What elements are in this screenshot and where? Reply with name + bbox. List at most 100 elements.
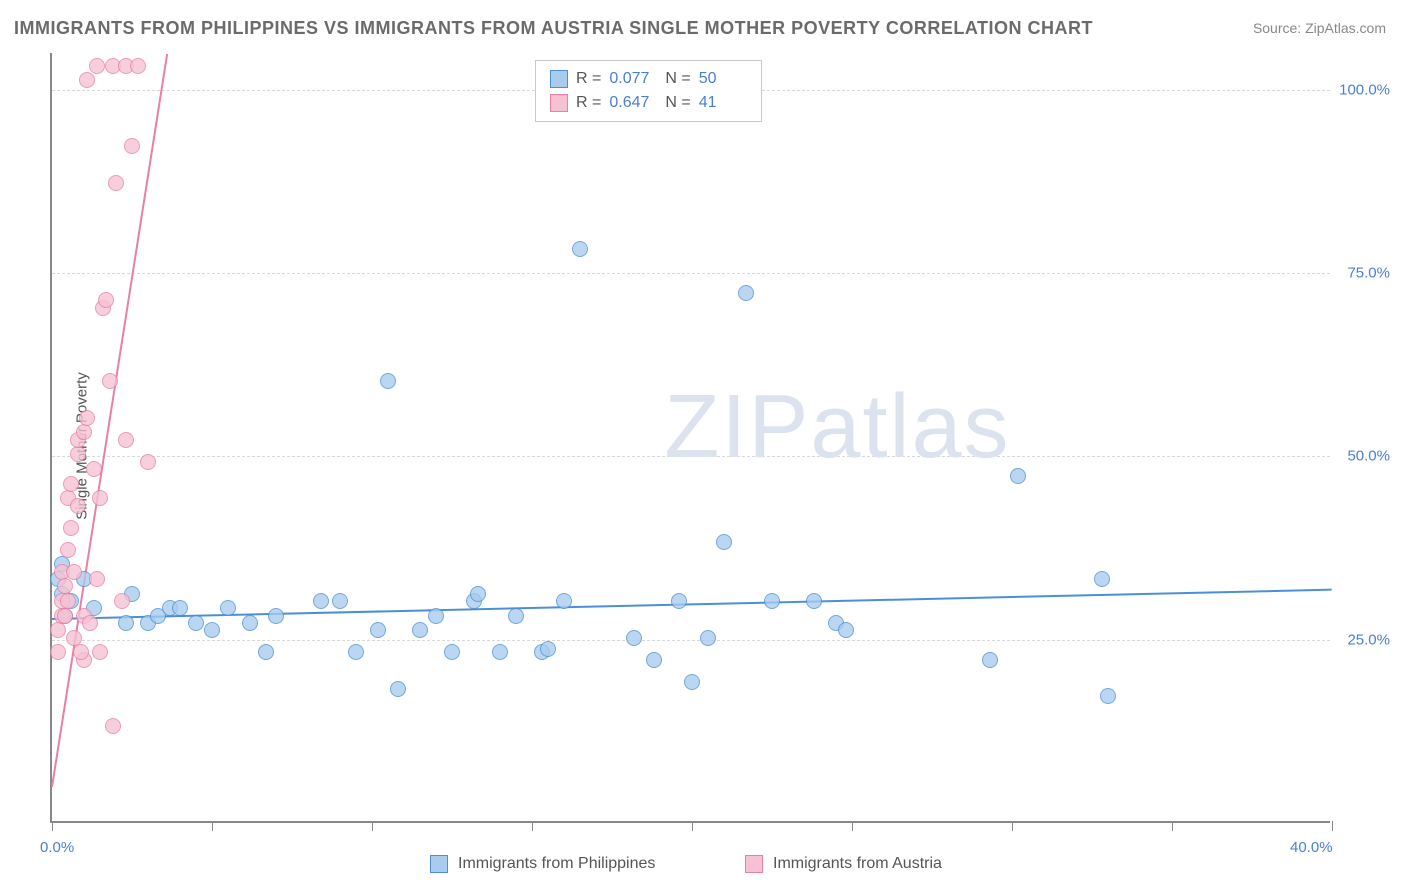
data-point-austria <box>86 461 102 477</box>
x-tick <box>852 821 853 831</box>
swatch-austria-icon <box>550 94 568 112</box>
data-point-philippines <box>716 534 732 550</box>
data-point-philippines <box>268 608 284 624</box>
x-tick <box>1172 821 1173 831</box>
y-tick-label: 75.0% <box>1347 265 1390 282</box>
data-point-philippines <box>470 586 486 602</box>
plot-area: 25.0%50.0%75.0%100.0% <box>50 53 1330 823</box>
data-point-austria <box>140 454 156 470</box>
legend-n-value-philippines: 50 <box>699 67 747 91</box>
data-point-philippines <box>556 593 572 609</box>
legend-r-value-philippines: 0.077 <box>609 67 657 91</box>
bottom-legend-austria: Immigrants from Austria <box>745 855 942 873</box>
data-point-austria <box>108 175 124 191</box>
data-point-philippines <box>412 622 428 638</box>
data-point-austria <box>76 424 92 440</box>
data-point-philippines <box>982 652 998 668</box>
data-point-philippines <box>626 630 642 646</box>
legend-row-philippines: R = 0.077 N = 50 <box>550 67 747 91</box>
data-point-austria <box>118 432 134 448</box>
x-tick <box>1332 821 1333 831</box>
data-point-austria <box>92 644 108 660</box>
data-point-austria <box>82 615 98 631</box>
data-point-philippines <box>348 644 364 660</box>
legend-n-label: N = <box>665 67 690 91</box>
gridline-h <box>52 456 1330 457</box>
data-point-austria <box>79 410 95 426</box>
y-tick-label: 25.0% <box>1347 631 1390 648</box>
x-tick <box>532 821 533 831</box>
data-point-austria <box>89 571 105 587</box>
data-point-philippines <box>242 615 258 631</box>
data-point-philippines <box>1100 688 1116 704</box>
legend-r-value-austria: 0.647 <box>609 91 657 115</box>
data-point-philippines <box>332 593 348 609</box>
trend-line-austria <box>51 54 168 788</box>
data-point-austria <box>60 593 76 609</box>
data-point-austria <box>102 373 118 389</box>
data-point-austria <box>105 718 121 734</box>
data-point-philippines <box>700 630 716 646</box>
data-point-philippines <box>172 600 188 616</box>
data-point-philippines <box>370 622 386 638</box>
source-label: Source: ZipAtlas.com <box>1253 20 1386 36</box>
data-point-philippines <box>806 593 822 609</box>
data-point-philippines <box>838 622 854 638</box>
series-label-philippines: Immigrants from Philippines <box>458 855 655 873</box>
data-point-philippines <box>572 241 588 257</box>
data-point-philippines <box>390 681 406 697</box>
data-point-austria <box>92 490 108 506</box>
data-point-austria <box>50 622 66 638</box>
data-point-philippines <box>258 644 274 660</box>
data-point-philippines <box>118 615 134 631</box>
y-tick-label: 50.0% <box>1347 448 1390 465</box>
data-point-philippines <box>1094 571 1110 587</box>
data-point-philippines <box>188 615 204 631</box>
data-point-philippines <box>1010 468 1026 484</box>
data-point-philippines <box>540 641 556 657</box>
data-point-austria <box>66 564 82 580</box>
data-point-philippines <box>684 674 700 690</box>
chart-title: IMMIGRANTS FROM PHILIPPINES VS IMMIGRANT… <box>14 18 1093 39</box>
data-point-austria <box>50 644 66 660</box>
x-tick-label: 0.0% <box>40 839 74 856</box>
data-point-austria <box>70 498 86 514</box>
swatch-philippines-icon <box>550 70 568 88</box>
data-point-philippines <box>646 652 662 668</box>
legend-row-austria: R = 0.647 N = 41 <box>550 91 747 115</box>
legend-n-label: N = <box>665 91 690 115</box>
data-point-philippines <box>508 608 524 624</box>
data-point-philippines <box>671 593 687 609</box>
data-point-austria <box>130 58 146 74</box>
data-point-austria <box>57 608 73 624</box>
legend-r-label: R = <box>576 67 601 91</box>
data-point-philippines <box>313 593 329 609</box>
legend-r-label: R = <box>576 91 601 115</box>
data-point-philippines <box>380 373 396 389</box>
data-point-austria <box>114 593 130 609</box>
data-point-austria <box>89 58 105 74</box>
data-point-philippines <box>220 600 236 616</box>
data-point-austria <box>73 644 89 660</box>
trend-line-philippines <box>52 588 1332 619</box>
correlation-legend: R = 0.077 N = 50 R = 0.647 N = 41 <box>535 60 762 122</box>
series-label-austria: Immigrants from Austria <box>773 855 942 873</box>
data-point-philippines <box>444 644 460 660</box>
y-tick-label: 100.0% <box>1339 81 1390 98</box>
data-point-austria <box>124 138 140 154</box>
data-point-austria <box>63 520 79 536</box>
data-point-austria <box>60 542 76 558</box>
gridline-h <box>52 273 1330 274</box>
bottom-legend-philippines: Immigrants from Philippines <box>430 855 655 873</box>
data-point-philippines <box>204 622 220 638</box>
gridline-h <box>52 640 1330 641</box>
x-tick <box>692 821 693 831</box>
x-tick <box>1012 821 1013 831</box>
data-point-philippines <box>738 285 754 301</box>
chart-container: IMMIGRANTS FROM PHILIPPINES VS IMMIGRANT… <box>0 0 1406 892</box>
x-tick-label: 40.0% <box>1290 839 1333 856</box>
data-point-austria <box>98 292 114 308</box>
data-point-philippines <box>492 644 508 660</box>
data-point-austria <box>79 72 95 88</box>
data-point-austria <box>66 630 82 646</box>
